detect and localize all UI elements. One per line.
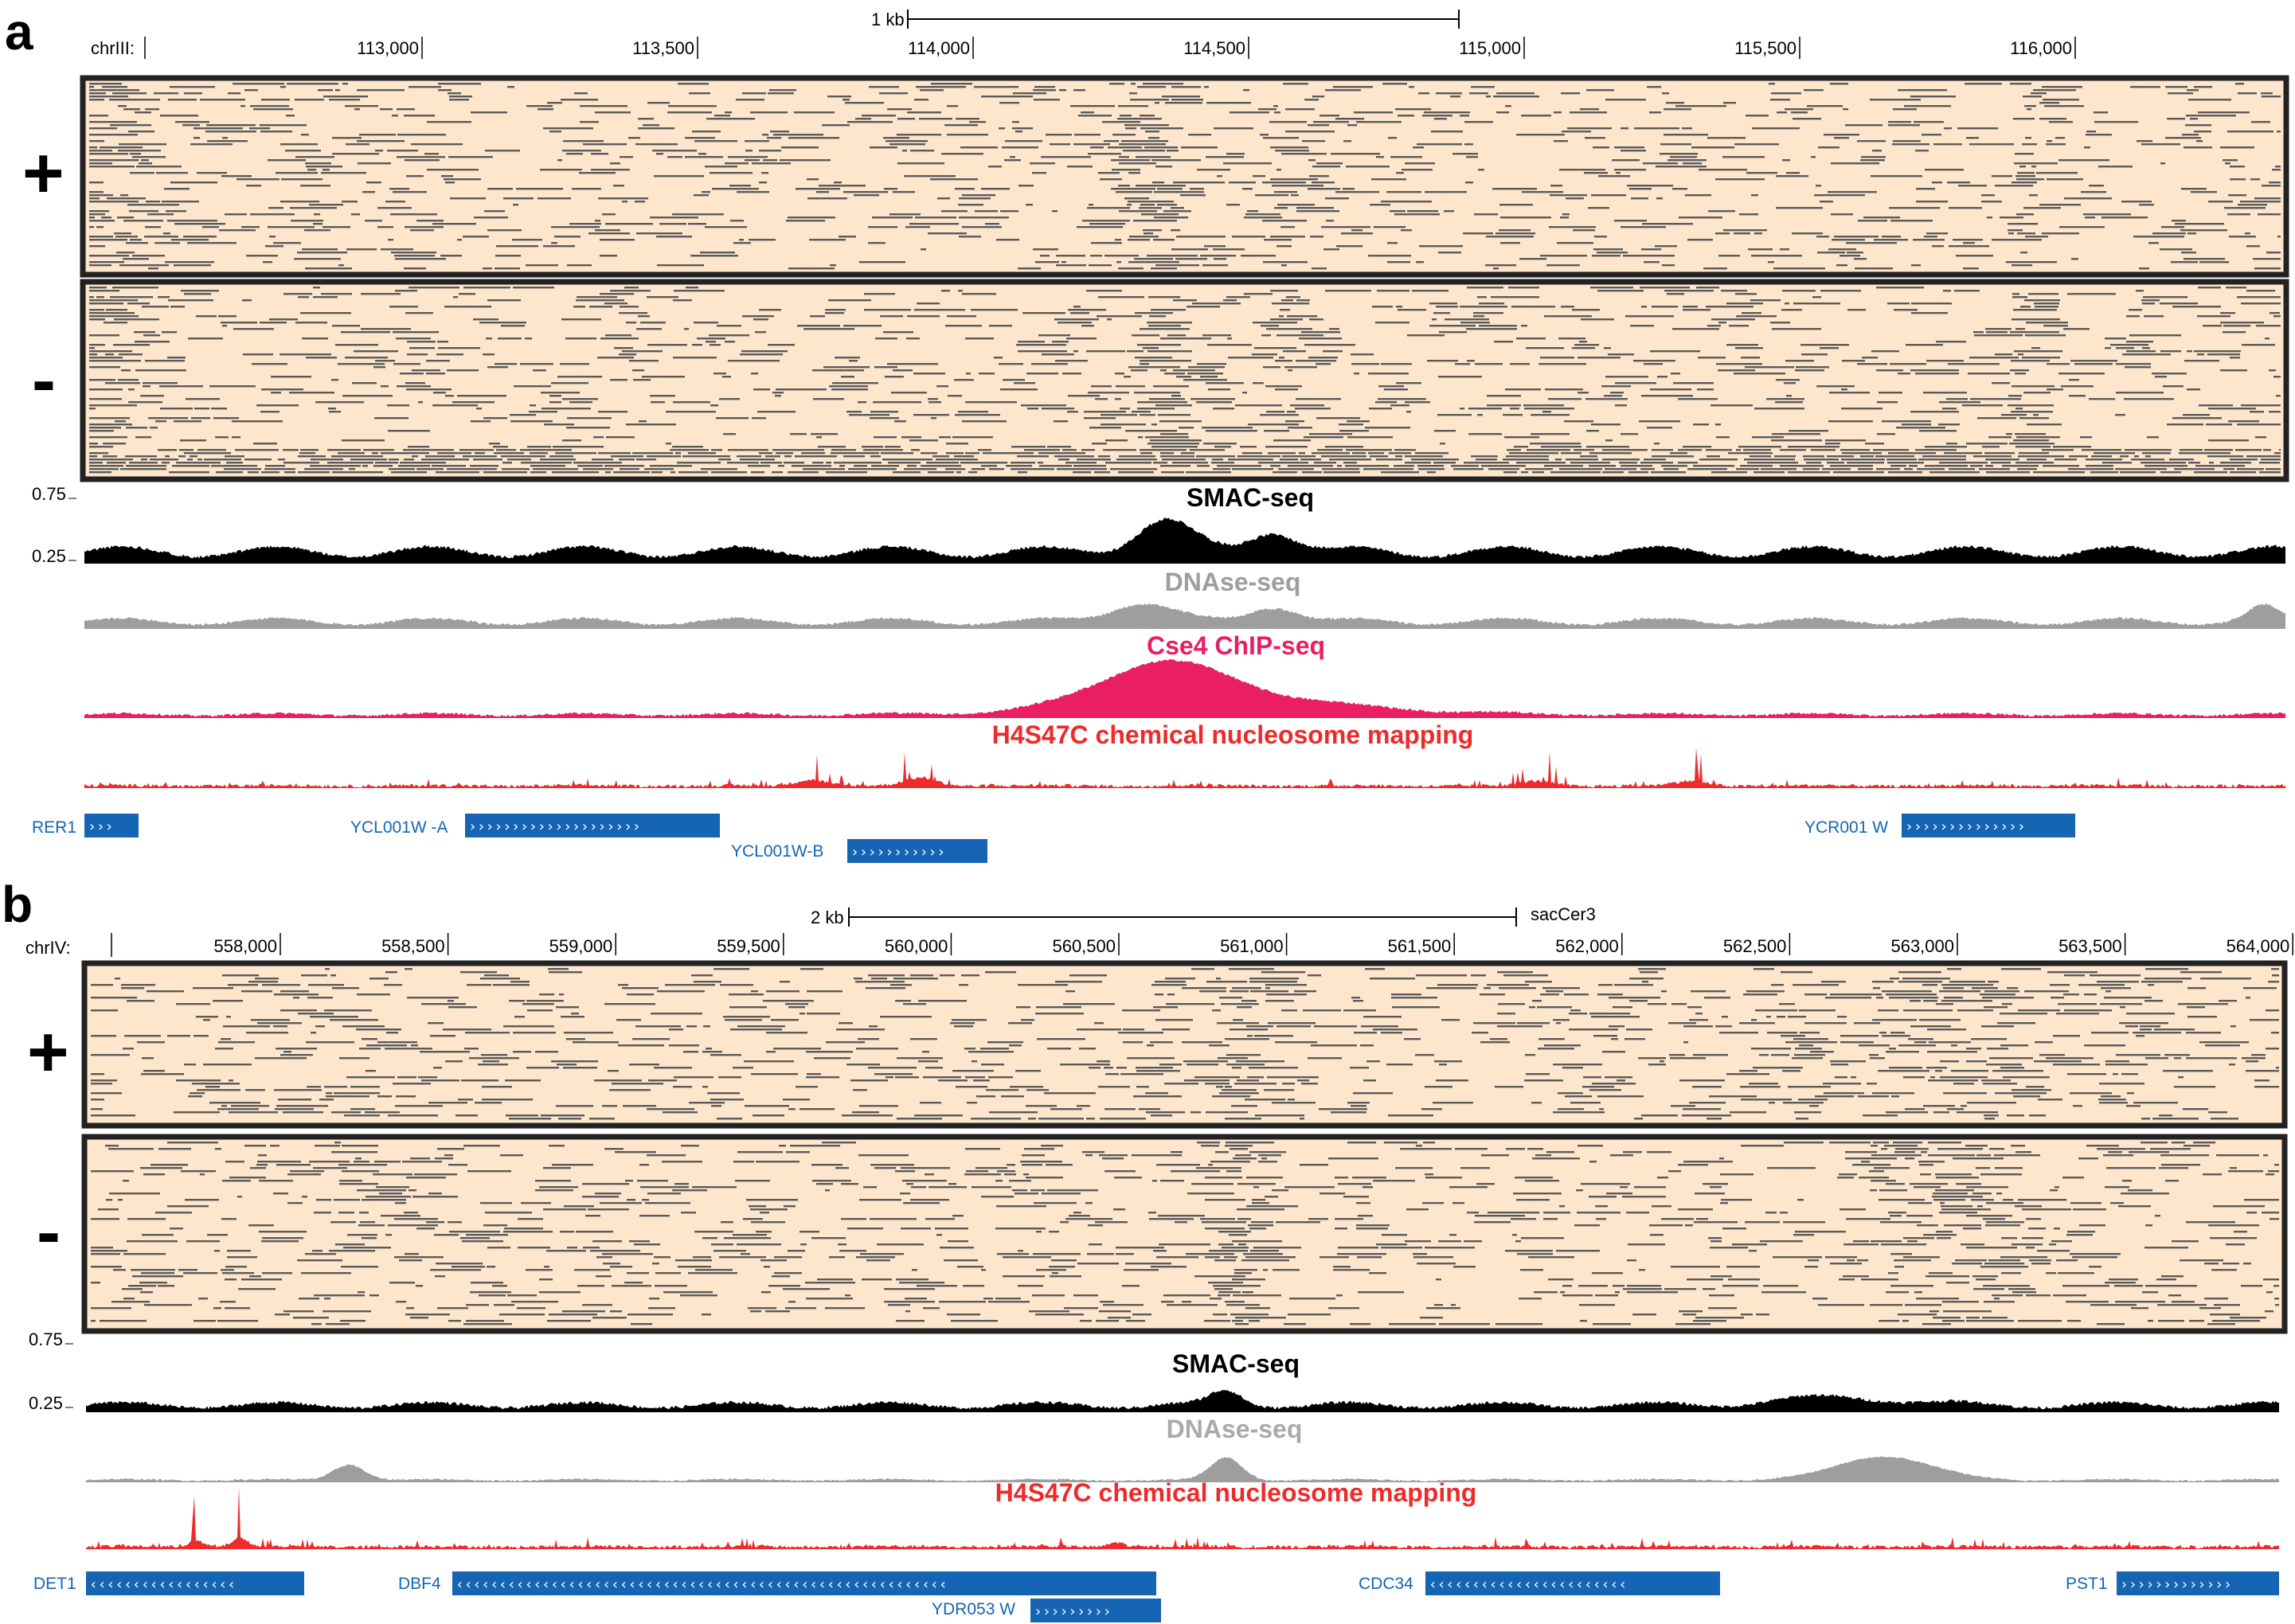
axis-tick-label: 560,000 (885, 936, 948, 956)
gene-body (2117, 1571, 2279, 1595)
axis-tick-label: 560,500 (1052, 936, 1116, 956)
smac-seq-signal (86, 1390, 2279, 1412)
gene-label: DBF4 (398, 1575, 441, 1593)
heatmap-marks (91, 1142, 2279, 1325)
gene-label: YCR001 W (1804, 818, 1888, 837)
gene-strand-arrows: ››››››››› (1034, 1603, 1112, 1620)
axis-tick-label: 114,000 (908, 38, 970, 58)
scale-bar-label: 2 kb (811, 908, 844, 927)
axis-tick-label: 559,500 (717, 936, 780, 956)
track-label-dnase: DNAse-seq (1165, 568, 1301, 596)
axis-tick-label: 115,000 (1459, 38, 1521, 58)
tick-group: 113,000 113,500 114,000 114,500 115,000 115,5… (357, 37, 2076, 59)
strand-plus-label: + (22, 134, 65, 213)
gene-strand-arrows: ‹‹‹‹‹‹‹‹‹‹‹‹‹‹‹‹‹‹‹‹‹‹‹‹‹‹‹‹‹‹‹‹‹‹‹‹‹‹‹‹… (455, 1576, 948, 1593)
panel-a-scale-bar: 1 kb (871, 10, 1460, 29)
gene-label: PST1 (2066, 1575, 2108, 1593)
panel-a: a 1 kb chrIII: 113,000 113,500 114,000 114,… (5, 3, 2289, 863)
smac-seq-signal (84, 517, 2285, 564)
panel-b-scale-bar: 2 kb sacCer3 (811, 904, 1596, 927)
axis-tick-label: 114,500 (1183, 38, 1245, 58)
heatmap-plus-border (81, 960, 2288, 1129)
track-label-dnase: DNAse-seq (1167, 1415, 1303, 1443)
track-label-cse4: Cse4 ChIP-seq (1147, 631, 1325, 660)
gene-strand-arrows: ‹‹‹‹‹‹‹‹‹‹‹‹‹‹‹‹‹ (89, 1576, 236, 1593)
axis-tick-label: 561,500 (1388, 936, 1452, 956)
axis-tick-label: 562,000 (1555, 936, 1619, 956)
strand-minus-label: - (32, 341, 56, 420)
gene-label: YCL001W -A (350, 818, 448, 837)
axis-tick-label: 563,500 (2058, 936, 2122, 956)
gene-body (1425, 1571, 1720, 1595)
gene-label: YDR053 W (932, 1600, 1015, 1618)
axis-tick-label: 561,000 (1220, 936, 1284, 956)
axis-tick-label: 113,500 (632, 38, 694, 58)
gene-label: DET1 (33, 1575, 76, 1593)
gene-strand-arrows: ‹‹‹‹‹‹‹‹‹‹‹‹‹‹‹‹‹‹‹‹‹‹‹ (1429, 1576, 1627, 1593)
heatmap-minus-border (80, 279, 2289, 482)
panel-a-letter: a (5, 3, 33, 61)
strand-minus-label: - (37, 1193, 61, 1272)
panel-a-gene-track: RER1 ››› YCL001W -A ››››››››››››››››››››… (32, 814, 2075, 863)
dnase-seq-signal (86, 1456, 2279, 1482)
heatmap-minus-strand (91, 1142, 2279, 1325)
gene-label: RER1 (32, 818, 76, 837)
y-label-top: 0.75 (32, 484, 66, 504)
panel-b-gene-track: DET1 ‹‹‹‹‹‹‹‹‹‹‹‹‹‹‹‹‹ DBF4 ‹‹‹‹‹‹‹‹‹‹‹‹… (33, 1571, 2279, 1622)
gene-strand-arrows: ›››››››››››››› (1905, 818, 2026, 835)
axis-tick-label: 562,500 (1723, 936, 1787, 956)
gene-strand-arrows: ››››››››››› (850, 844, 945, 861)
gene-body (465, 814, 720, 837)
panel-a-coordinate-axis: chrIII: 113,000 113,500 114,000 114,500 115,… (91, 37, 2076, 59)
gene-body (1030, 1599, 1161, 1622)
gene-strand-arrows: ››››››››››››› (2120, 1576, 2232, 1593)
heatmap-minus-border (81, 1134, 2288, 1334)
heatmap-plus-border (80, 75, 2289, 278)
chromosome-label: chrIII: (91, 38, 135, 58)
axis-tick-label: 563,000 (1890, 936, 1954, 956)
axis-tick-label: 116,000 (2010, 38, 2072, 58)
heatmap-marks (89, 287, 2281, 474)
axis-tick-label: 564,000 (2227, 936, 2290, 956)
panel-b: b 2 kb sacCer3 chrIV: 558,000 558,500 559,… (2, 876, 2293, 1622)
tick-group: 558,000 558,500 559,000 559,500 560,000 560,5… (213, 933, 2293, 956)
track-label-h4s47c: H4S47C chemical nucleosome mapping (995, 1478, 1477, 1507)
strand-plus-label: + (27, 1013, 69, 1092)
panel-b-coordinate-axis: chrIV: 558,000 558,500 559,000 559,500 560,0… (25, 933, 2293, 958)
axis-tick-label: 115,500 (1734, 38, 1797, 58)
scale-bar-label: 1 kb (871, 10, 905, 29)
dnase-seq-signal (84, 603, 2285, 629)
y-label-mid: 0.25 (29, 1393, 63, 1413)
gene-strand-arrows: ›››››››››››››››››››› (468, 818, 641, 835)
panel-b-letter: b (2, 876, 33, 933)
gene-body (1902, 814, 2075, 837)
axis-tick-label: 558,500 (381, 936, 445, 956)
chromosome-label: chrIV: (25, 938, 71, 958)
track-label-smac: SMAC-seq (1187, 483, 1314, 512)
y-label-mid: 0.25 (32, 546, 66, 566)
gene-body (84, 814, 139, 837)
axis-tick-label: 113,000 (357, 38, 419, 58)
axis-tick-label: 559,000 (549, 936, 613, 956)
gene-body (86, 1571, 304, 1595)
y-label-top: 0.75 (29, 1329, 63, 1349)
heatmap-minus-strand (89, 287, 2281, 474)
h4s47c-signal (84, 748, 2285, 788)
gene-body (452, 1571, 1156, 1595)
axis-tick-label: 558,000 (213, 936, 277, 956)
assembly-label: sacCer3 (1531, 904, 1596, 924)
gene-label: YCL001W-B (731, 842, 823, 861)
cse4-chip-seq-signal (84, 658, 2285, 718)
gene-body (847, 839, 987, 863)
track-label-smac: SMAC-seq (1172, 1349, 1300, 1378)
gene-strand-arrows: ››› (88, 818, 114, 835)
track-label-h4s47c: H4S47C chemical nucleosome mapping (992, 720, 1474, 749)
gene-label: CDC34 (1359, 1575, 1413, 1593)
